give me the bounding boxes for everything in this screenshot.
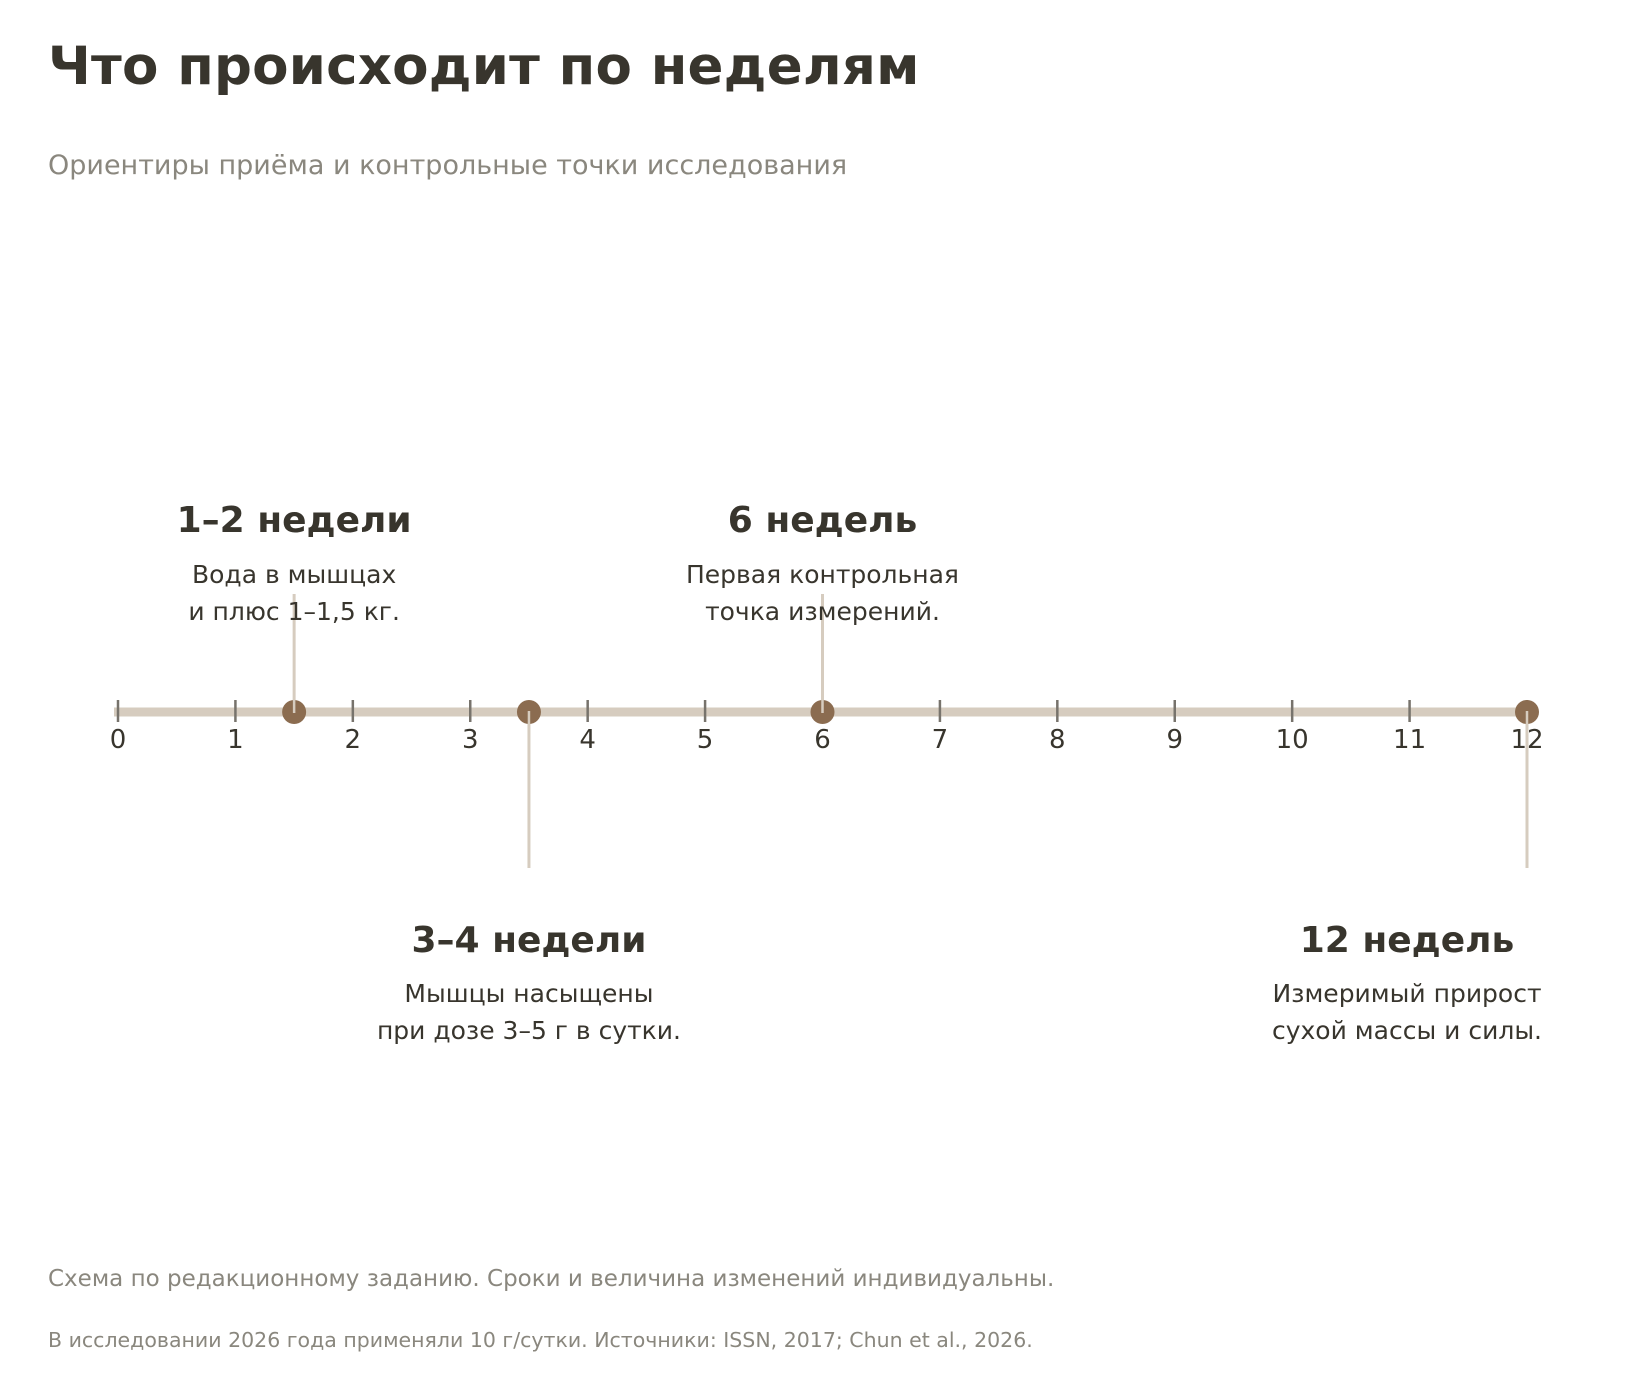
event-text-1-1: при дозе 3–5 г в сутки. [377, 1016, 681, 1045]
event-text-2-1: точка измерений. [705, 597, 940, 626]
tick-label-8: 8 [1049, 725, 1066, 755]
tick-label-3: 3 [462, 725, 479, 755]
event-heading-0: 1–2 недели [177, 500, 412, 541]
tick-label-2: 2 [345, 725, 362, 755]
tick-label-7: 7 [932, 725, 949, 755]
footnote-disclaimer: Схема по редакционному заданию. Сроки и … [48, 1266, 1055, 1292]
event-text-2-0: Первая контрольная [686, 560, 959, 589]
event-text-3-1: сухой массы и силы. [1272, 1016, 1542, 1045]
footnote-sources: В исследовании 2026 года применяли 10 г/… [48, 1328, 1033, 1352]
event-heading-3: 12 недель [1300, 920, 1515, 961]
tick-label-11: 11 [1393, 725, 1426, 755]
event-text-0-0: Вода в мышцах [192, 560, 396, 589]
event-heading-1: 3–4 недели [411, 920, 646, 961]
tick-label-6: 6 [814, 725, 831, 755]
tick-label-10: 10 [1276, 725, 1309, 755]
event-text-3-0: Измеримый прирост [1272, 979, 1541, 1008]
event-text-1-0: Мышцы насыщены [404, 979, 653, 1008]
tick-label-0: 0 [110, 725, 127, 755]
tick-label-5: 5 [697, 725, 714, 755]
page-subtitle: Ориентиры приёма и контрольные точки исс… [48, 150, 848, 181]
event-heading-2: 6 недель [728, 500, 918, 541]
page-title: Что происходит по неделям [48, 36, 920, 97]
tick-label-1: 1 [227, 725, 244, 755]
tick-label-12: 12 [1510, 725, 1543, 755]
tick-label-4: 4 [579, 725, 596, 755]
event-text-0-1: и плюс 1–1,5 кг. [188, 597, 400, 626]
tick-label-9: 9 [1166, 725, 1183, 755]
